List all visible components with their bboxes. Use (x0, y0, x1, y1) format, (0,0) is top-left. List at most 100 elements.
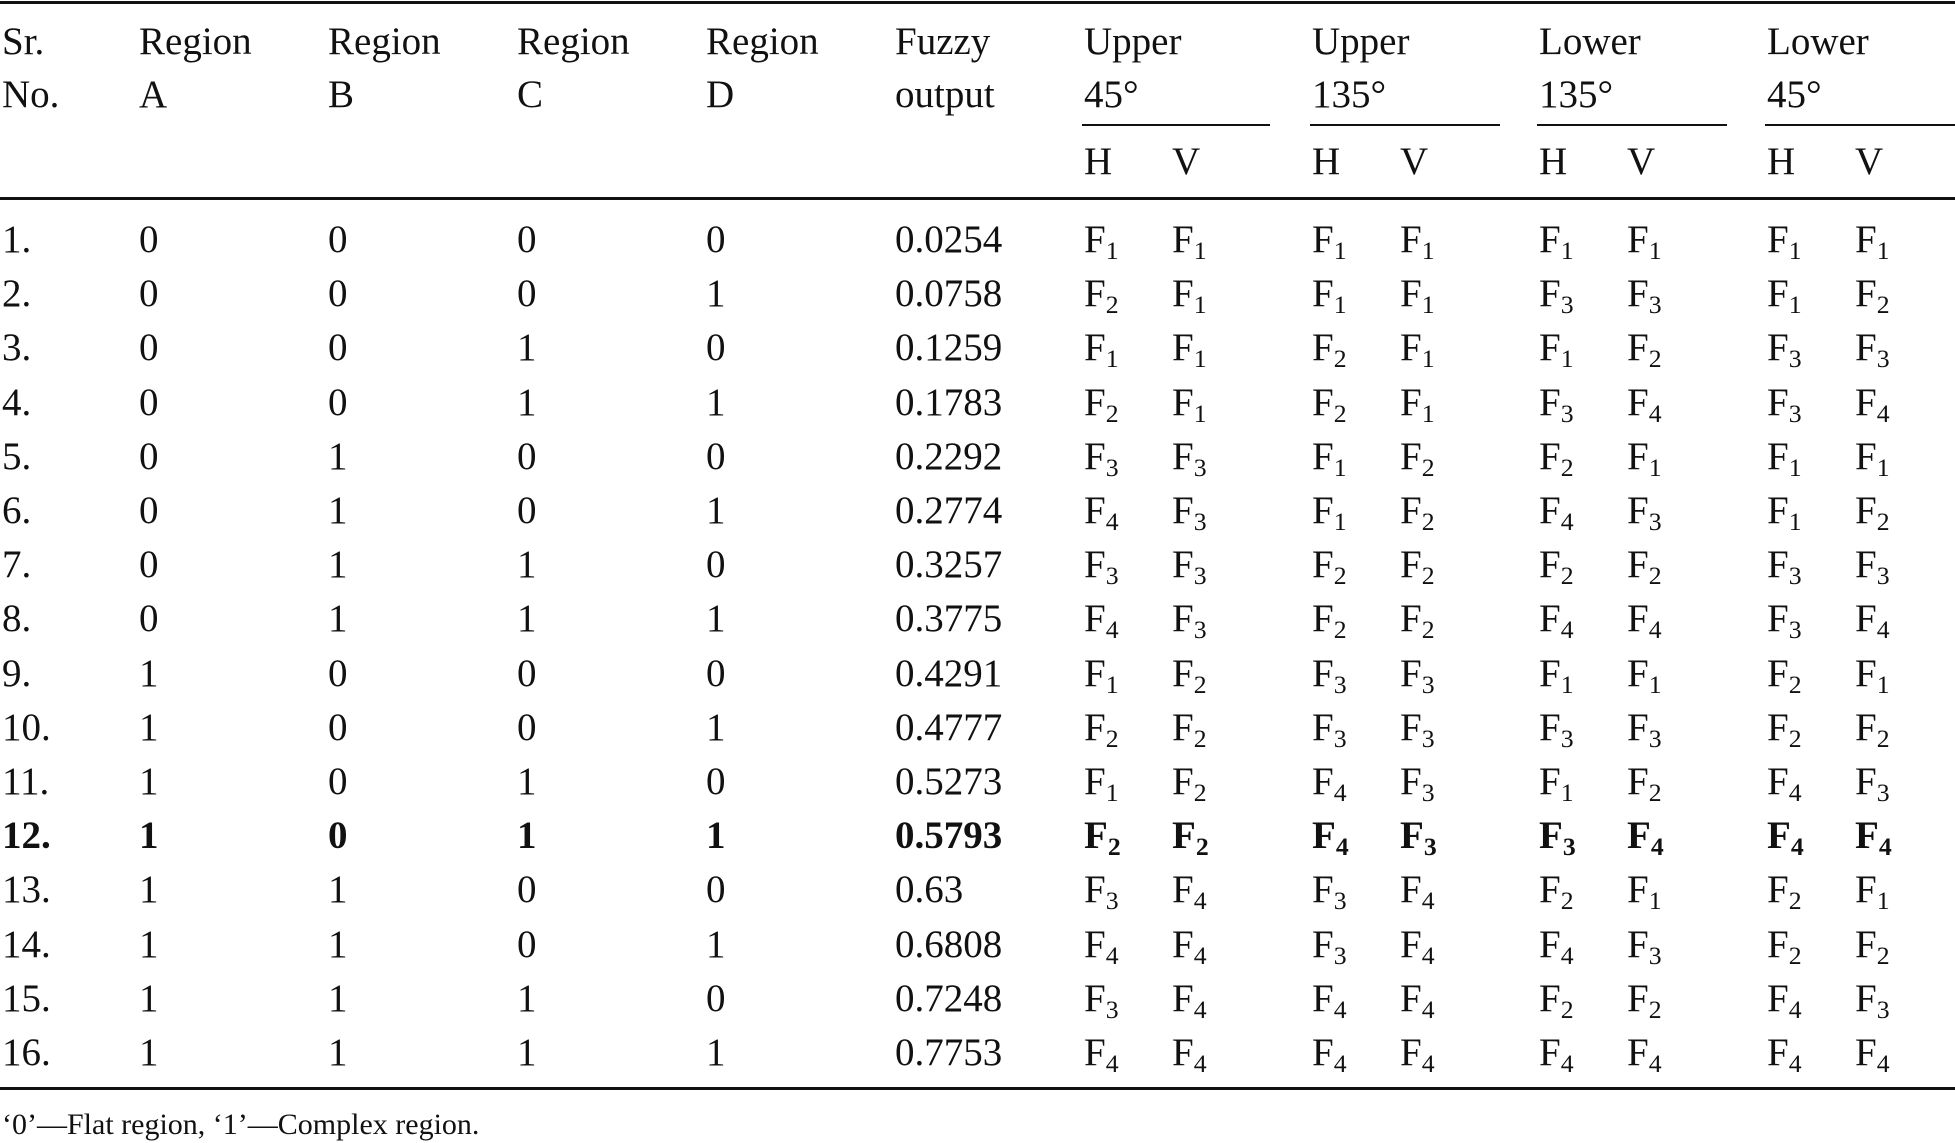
cell-upper-45-v: F4 (1172, 1033, 1207, 1077)
header-region-b: Region (328, 20, 441, 63)
filter-letter: F (1172, 814, 1196, 858)
cell-fuzzy-output: 0.7753 (895, 1031, 1003, 1074)
cell-sr: 3. (2, 326, 32, 370)
cell-fuzzy-output: 0.4291 (895, 651, 1003, 695)
filter-index: 2 (1876, 507, 1890, 537)
filter-index: 3 (1788, 615, 1802, 645)
cell-region-a: 1 (139, 814, 159, 858)
cell-region-d: 0 (706, 543, 726, 587)
filter-letter: F (1400, 434, 1422, 478)
filter-letter: F (1172, 597, 1194, 641)
cell-lower-45-v: F1 (1855, 651, 1890, 698)
filter-index: 4 (1193, 886, 1207, 916)
filter-letter: F (1855, 976, 1877, 1020)
cell-fuzzy-output: 0.5273 (895, 760, 1003, 803)
filter-letter: F (1084, 868, 1106, 912)
cell-upper-135-v: F2 (1400, 599, 1435, 643)
cell-upper-45-v: F1 (1172, 328, 1207, 372)
filter-index: 2 (1333, 398, 1347, 428)
cell-upper-45-h: F4 (1084, 925, 1119, 969)
cell-region-b: 0 (328, 651, 348, 695)
cell-region-d: 0 (706, 651, 726, 695)
filter-letter: F (1312, 1031, 1334, 1074)
cell-sr: 9. (2, 651, 32, 695)
filter-index: 1 (1105, 344, 1119, 374)
cell-lower-135-v: F4 (1627, 1033, 1662, 1077)
cell-upper-135-h: F1 (1312, 218, 1347, 264)
filter-index: 1 (1560, 669, 1574, 699)
filter-letter: F (1312, 218, 1334, 261)
cell-upper-45-h: F1 (1084, 654, 1119, 698)
filter-letter: F (1172, 705, 1194, 749)
filter-index: 4 (1876, 615, 1890, 645)
subheader-v: V (1627, 140, 1656, 183)
subheader-h: H (1767, 140, 1796, 183)
filter-letter: F (1767, 922, 1789, 966)
filter-letter: F (1084, 489, 1106, 532)
filter-index: 4 (1421, 995, 1435, 1024)
filter-index: 1 (1333, 236, 1347, 266)
cell-region-d: 1 (706, 922, 726, 966)
filter-letter: F (1627, 922, 1649, 966)
header-group-upper-45: Upper (1084, 20, 1182, 63)
cell-region-a: 0 (139, 597, 159, 641)
filter-index: 4 (1105, 615, 1119, 645)
cell-upper-135-v: F2 (1400, 545, 1435, 589)
cell-region-d: 0 (706, 760, 726, 803)
cell-region-b: 0 (328, 272, 348, 316)
filter-letter: F (1767, 597, 1789, 641)
filter-index: 2 (1107, 832, 1121, 862)
cell-sr: 12. (2, 814, 51, 858)
filter-letter: F (1767, 380, 1789, 424)
cell-region-a: 1 (139, 922, 159, 966)
filter-index: 4 (1333, 995, 1347, 1024)
cell-lower-45-h: F3 (1767, 597, 1802, 643)
filter-index: 1 (1421, 236, 1435, 266)
filter-index: 1 (1648, 453, 1662, 482)
filter-letter: F (1400, 272, 1422, 316)
filter-letter: F (1539, 218, 1561, 261)
cell-upper-135-h: F1 (1312, 274, 1347, 318)
cell-lower-45-h: F3 (1767, 380, 1802, 427)
filter-letter: F (1172, 922, 1194, 966)
cell-region-b: 1 (328, 868, 348, 912)
filter-letter: F (1084, 597, 1106, 641)
cell-upper-135-v: F3 (1400, 654, 1435, 698)
filter-index: 3 (1876, 344, 1890, 374)
filter-letter: F (1312, 543, 1334, 587)
filter-index: 3 (1788, 344, 1802, 374)
cell-region-b: 1 (328, 597, 348, 641)
filter-index: 4 (1105, 1049, 1119, 1079)
filter-index: 4 (1421, 1049, 1435, 1079)
filter-index: 1 (1876, 669, 1890, 699)
filter-letter: F (1767, 218, 1789, 261)
cell-upper-135-v: F2 (1400, 491, 1435, 535)
filter-letter: F (1855, 705, 1877, 749)
filter-letter: F (1539, 651, 1561, 695)
filter-letter: F (1627, 218, 1649, 261)
filter-index: 1 (1648, 236, 1662, 266)
filter-index: 2 (1648, 778, 1662, 808)
cell-lower-45-v: F2 (1855, 705, 1890, 752)
cell-upper-45-v: F3 (1172, 437, 1207, 481)
bottom-rule (0, 1087, 1955, 1090)
filter-letter: F (1855, 651, 1877, 695)
cell-sr: 10. (2, 705, 51, 749)
filter-letter: F (1312, 651, 1334, 695)
filter-letter: F (1539, 976, 1561, 1020)
filter-letter: F (1312, 868, 1334, 912)
filter-index: 4 (1193, 1049, 1207, 1079)
cell-lower-135-h: F2 (1539, 545, 1574, 589)
cell-region-d: 1 (706, 489, 726, 532)
subheader-v: V (1400, 140, 1429, 183)
cell-region-d: 0 (706, 434, 726, 478)
cell-lower-135-h: F2 (1539, 976, 1574, 1023)
cell-lower-45-h: F1 (1767, 437, 1802, 481)
filter-index: 1 (1105, 778, 1119, 808)
cell-region-a: 1 (139, 976, 159, 1020)
filter-index: 4 (1333, 1049, 1347, 1079)
filter-letter: F (1172, 489, 1194, 532)
cell-region-d: 1 (706, 814, 726, 858)
cell-lower-45-h: F3 (1767, 545, 1802, 589)
cell-lower-45-v: F3 (1855, 762, 1890, 806)
